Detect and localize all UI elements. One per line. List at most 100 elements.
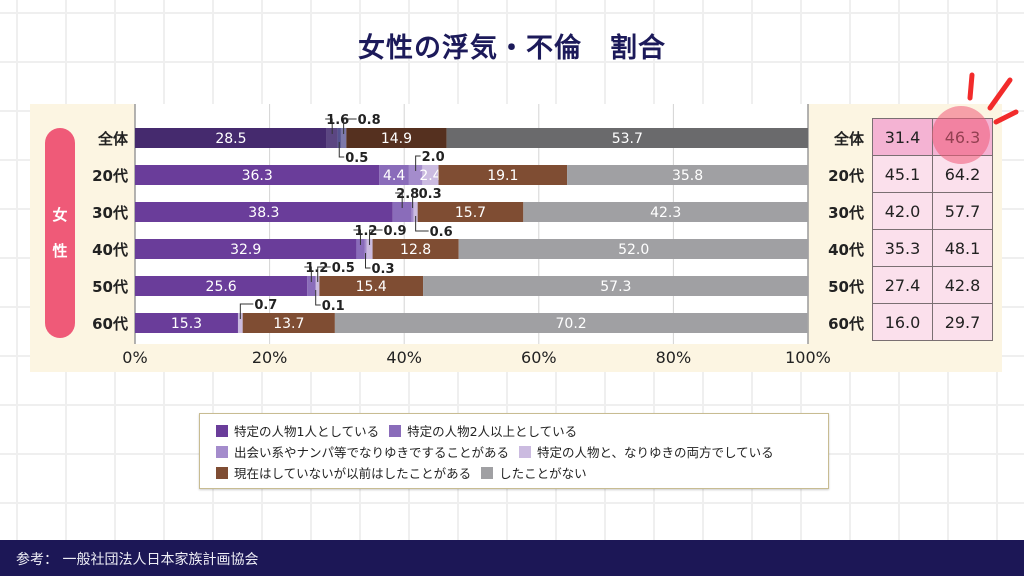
bar-segment — [446, 128, 808, 148]
table-row: 45.1 64.2 — [872, 155, 993, 193]
callout-value-label: 0.6 — [430, 225, 453, 240]
table-cell: 42.8 — [932, 266, 993, 304]
x-tick-label: 0% — [122, 348, 148, 367]
table-row-label: 60代 — [828, 315, 864, 333]
bar-value-label: 14.9 — [381, 131, 412, 147]
callout-value-label: 1.6 — [326, 113, 349, 128]
x-tick-label: 40% — [386, 348, 422, 367]
bar-segment — [326, 128, 338, 148]
callout-value-label: 0.5 — [345, 151, 368, 166]
bar-segment — [307, 276, 316, 296]
bar-segment — [135, 165, 380, 185]
callout-leader-line — [412, 192, 418, 208]
bar-value-label: 15.7 — [455, 205, 486, 221]
bar-segment — [237, 313, 243, 333]
bar-segment — [408, 165, 423, 185]
callout-value-label: 2.8 — [396, 187, 419, 202]
bar-segment — [315, 276, 317, 296]
bar-value-label: 2.4 — [419, 168, 441, 184]
callout-leader-line — [343, 118, 357, 134]
legend-item: 出会い系やナンパ等でなりゆきですることがある — [216, 442, 509, 461]
bar-segment — [340, 128, 347, 148]
legend-row: 特定の人物1人としている 特定の人物2人以上としている — [216, 421, 587, 440]
bar-value-label: 35.8 — [672, 168, 703, 184]
bar-value-label: 42.3 — [650, 205, 681, 221]
bar-value-label: 52.0 — [618, 242, 649, 258]
highlight-circle — [932, 106, 990, 164]
bar-segment — [458, 239, 809, 259]
table-cell: 64.2 — [932, 155, 993, 193]
callout-leader-line — [353, 229, 361, 245]
bar-segment — [135, 128, 327, 148]
table-cell: 42.0 — [872, 192, 933, 230]
bar-value-label: 36.3 — [242, 168, 273, 184]
legend-swatch — [216, 425, 228, 437]
table-row-label: 40代 — [828, 241, 864, 259]
callout-value-label: 0.9 — [384, 224, 407, 239]
legend-row: 出会い系やナンパ等でなりゆきですることがある 特定の人物と、なりゆきの両方でしてい… — [216, 442, 784, 461]
bar-segment — [316, 276, 320, 296]
page-title: 女性の浮気・不倫 割合 — [358, 33, 666, 64]
table-row-label: 30代 — [828, 204, 864, 222]
table-row-label: 50代 — [828, 278, 864, 296]
callout-leader-line — [395, 192, 403, 208]
callout-value-label: 0.7 — [254, 298, 277, 313]
callout-leader-line — [325, 118, 333, 134]
callout-value-label: 1.2 — [354, 224, 377, 239]
legend-swatch — [216, 446, 228, 458]
bar-value-label: 28.5 — [215, 131, 246, 147]
legend-label: 特定の人物と、なりゆきの両方でしている — [537, 445, 774, 460]
legend-item: 特定の人物と、なりゆきの両方でしている — [519, 442, 774, 461]
bar-value-label: 19.1 — [487, 168, 518, 184]
bar-value-label: 12.8 — [400, 242, 431, 258]
callout-leader-line — [415, 216, 429, 232]
bar-segment — [135, 276, 308, 296]
bar-segment — [334, 313, 808, 333]
legend-label: 特定の人物1人としている — [234, 424, 380, 439]
legend-item: 現在はしていないが以前はしたことがある — [216, 463, 471, 482]
legend-label: したことがない — [499, 466, 587, 481]
bar-segment — [242, 313, 335, 333]
x-tick-label: 20% — [251, 348, 288, 367]
group-label-pill: 女 性 — [45, 128, 75, 338]
bar-value-label: 13.7 — [273, 316, 304, 332]
callout-leader-line — [415, 155, 421, 171]
table-row: 35.3 48.1 — [872, 229, 993, 267]
bar-segment — [337, 128, 341, 148]
bar-segment — [567, 165, 808, 185]
chart-legend: 特定の人物1人としている 特定の人物2人以上としている出会い系やナンパ等でなりゆき… — [199, 413, 829, 489]
legend-swatch — [519, 446, 532, 458]
table-cell: 57.7 — [932, 192, 993, 230]
table-row-label: 全体 — [833, 130, 864, 148]
bar-segment — [135, 202, 393, 222]
bar-segment — [346, 128, 447, 148]
callout-value-label: 0.3 — [372, 262, 395, 277]
table-row: 42.0 57.7 — [872, 192, 993, 230]
legend-swatch — [389, 425, 402, 437]
bar-segment — [392, 202, 412, 222]
callout-leader-line — [315, 290, 321, 306]
row-label: 全体 — [97, 130, 128, 148]
table-cell: 31.4 — [872, 118, 933, 156]
legend-label: 特定の人物2人以上としている — [407, 424, 578, 439]
table-cell: 29.7 — [932, 303, 993, 341]
row-label: 60代 — [92, 315, 128, 333]
footer-bar: 参考： 一般社団法人日本家族計画協会 — [0, 540, 1024, 576]
legend-item: 特定の人物2人以上としている — [389, 421, 577, 440]
bar-segment — [417, 202, 524, 222]
row-label: 20代 — [92, 167, 128, 185]
x-tick-label: 80% — [655, 348, 692, 367]
bar-value-label: 38.3 — [248, 205, 279, 221]
bar-segment — [413, 202, 418, 222]
callout-value-label: 1.2 — [305, 261, 328, 276]
group-label-char: 性 — [52, 242, 68, 260]
bar-value-label: 53.7 — [612, 131, 643, 147]
bar-segment — [135, 313, 238, 333]
bar-segment — [364, 239, 367, 259]
x-tick-label: 100% — [785, 348, 831, 367]
bar-segment — [356, 239, 365, 259]
legend-label: 出会い系やナンパ等でなりゆきですることがある — [234, 445, 510, 460]
callout-value-label: 0.8 — [358, 113, 381, 128]
bar-segment — [422, 165, 439, 185]
